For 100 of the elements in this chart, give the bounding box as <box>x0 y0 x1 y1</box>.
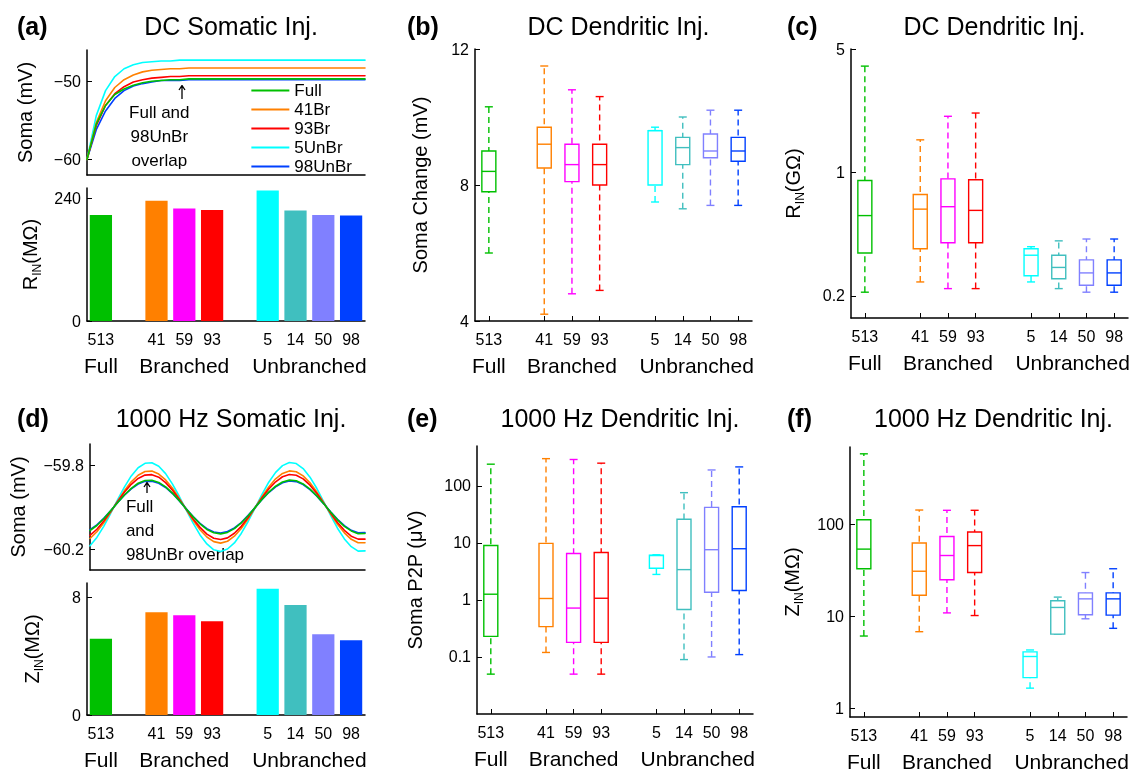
text: Branched <box>528 747 619 770</box>
annotation: Full and 98UnBr overlap <box>125 496 245 564</box>
x-tick-label: 14 <box>286 724 305 742</box>
x-tick-label: 14 <box>675 723 693 741</box>
x-tick-label: 5 <box>1026 327 1036 345</box>
text: Full <box>83 354 118 377</box>
x-tick-label: 98 <box>1104 726 1123 744</box>
x-tick-label: 98 <box>342 330 361 348</box>
y-tick-label: 0.2 <box>822 287 846 305</box>
x-tick-label: 59 <box>563 330 581 348</box>
x-tick-label: 93 <box>203 724 222 742</box>
x-tick-label: 5 <box>650 330 660 348</box>
y-tick-label: 10 <box>453 534 472 552</box>
chart-title: (b) DC Dendritic Inj. <box>407 11 710 40</box>
x-tick-label: 93 <box>592 723 611 741</box>
x-tick-label: 41 <box>147 330 166 348</box>
y-tick-label: 8 <box>460 176 470 194</box>
text: Unbranched <box>252 354 367 377</box>
y-tick-label: 10 <box>826 607 845 625</box>
x-tick-label: 59 <box>175 330 194 348</box>
y-tick-label: 0 <box>72 706 82 724</box>
y-tick-label: −50 <box>53 72 82 90</box>
x-tick-label: 41 <box>537 723 555 741</box>
x-tick-label: 98 <box>729 330 748 348</box>
y-tick-label: −60.2 <box>43 540 85 558</box>
x-tick-label: 59 <box>939 327 957 345</box>
chart-title: (a) DC Somatic Inj. <box>17 11 318 40</box>
y-axis-title: Soma (mV) <box>14 61 36 164</box>
legend-label: Full <box>294 81 322 100</box>
x-tick-label: 5 <box>263 724 273 742</box>
x-tick-label: 41 <box>147 724 166 742</box>
chart-title: (c) DC Dendritic Inj. <box>787 11 1086 40</box>
x-tick-label: 93 <box>965 726 984 744</box>
x-tick-label: 14 <box>1049 327 1068 345</box>
x-tick-label: 41 <box>910 726 929 744</box>
text: Unbranched <box>252 748 367 771</box>
y-axis-title: ZIN(MΩ) <box>21 614 46 684</box>
x-tick-label: 513 <box>477 723 505 741</box>
y-axis-title: Soma (mV) <box>7 456 29 558</box>
text: Branched <box>139 354 230 377</box>
y-tick-label: 5 <box>836 40 846 58</box>
text: Full <box>847 351 882 374</box>
y-axis-title: RIN(GΩ) <box>782 148 807 219</box>
x-tick-label: 98 <box>1105 327 1124 345</box>
y-tick-label: 0 <box>72 312 82 330</box>
x-tick-label: 59 <box>564 723 583 741</box>
y-tick-label: 100 <box>444 477 472 495</box>
y-tick-label: 8 <box>72 589 82 607</box>
x-tick-label: 50 <box>1076 726 1095 744</box>
chart-title: (e) 1000 Hz Dendritic Inj. <box>407 403 740 432</box>
x-tick-label: 41 <box>911 327 930 345</box>
x-tick-label: 59 <box>938 726 956 744</box>
x-tick-label: 513 <box>87 330 115 348</box>
x-tick-label: 513 <box>850 726 878 744</box>
annotation: Full and 98UnBr overlap <box>129 102 190 170</box>
text: Branched <box>903 351 993 374</box>
x-tick-label: 93 <box>203 330 222 348</box>
y-axis-title: RIN(MΩ) <box>19 218 45 291</box>
y-tick-label: 4 <box>460 312 470 330</box>
chart-title: (d) 1000 Hz Somatic Inj. <box>17 403 347 432</box>
y-tick-label: −60 <box>53 150 82 168</box>
y-tick-label: 12 <box>451 40 470 58</box>
text: Branched <box>902 750 992 773</box>
x-tick-label: 14 <box>673 330 692 348</box>
x-tick-label: 50 <box>701 330 720 348</box>
x-tick-label: 41 <box>535 330 554 348</box>
x-tick-label: 513 <box>475 330 503 348</box>
y-tick-label: 1 <box>462 591 472 609</box>
x-tick-label: 5 <box>1025 726 1035 744</box>
y-axis-title: Soma Change (mV) <box>409 96 431 274</box>
text: Full <box>846 750 881 773</box>
legend-label: 41Br <box>294 100 331 119</box>
x-tick-label: 93 <box>590 330 609 348</box>
legend-label: 93Br <box>294 119 331 138</box>
x-tick-label: 513 <box>87 724 115 742</box>
y-axis-title: ZIN(MΩ) <box>781 547 806 617</box>
x-tick-label: 98 <box>342 724 361 742</box>
text: Unbranched <box>639 354 754 377</box>
x-tick-label: 59 <box>175 724 194 742</box>
text: Branched <box>527 354 617 377</box>
y-tick-label: −59.8 <box>43 456 85 474</box>
y-tick-label: 0.1 <box>448 648 472 666</box>
y-tick-label: 100 <box>817 516 845 534</box>
x-tick-label: 14 <box>1048 726 1067 744</box>
x-tick-label: 14 <box>286 330 305 348</box>
x-tick-label: 513 <box>851 327 879 345</box>
y-tick-label: 1 <box>836 163 846 181</box>
text: Full <box>83 748 118 771</box>
text: Full <box>471 354 506 377</box>
text: Full <box>473 747 508 770</box>
x-tick-label: 5 <box>263 330 273 348</box>
x-tick-label: 50 <box>314 724 333 742</box>
text: Unbranched <box>1015 351 1130 374</box>
y-tick-label: 240 <box>54 189 82 207</box>
y-tick-label: 1 <box>835 699 845 717</box>
x-tick-label: 5 <box>651 723 661 741</box>
legend-label: 98UnBr <box>294 157 353 176</box>
text: Unbranched <box>1014 750 1129 773</box>
x-tick-label: 98 <box>730 723 749 741</box>
legend-label: 5UnBr <box>294 138 343 157</box>
